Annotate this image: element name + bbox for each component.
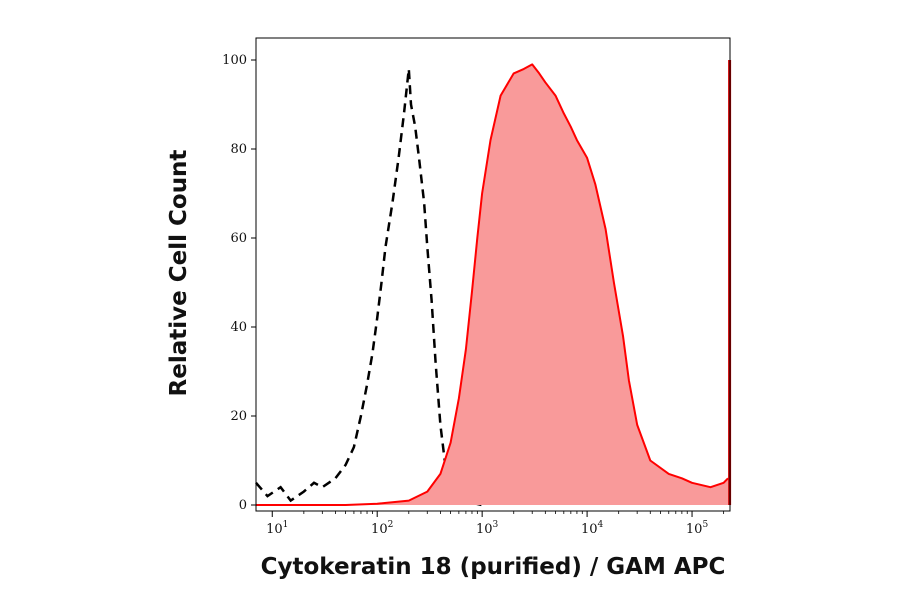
- stained-histogram-line: [256, 63, 729, 506]
- x-axis-title: Cytokeratin 18 (purified) / GAM APC: [261, 554, 726, 580]
- control-histogram-line: [255, 68, 483, 507]
- stained-histogram-fill: [256, 64, 728, 506]
- y-axis-title: Relative Cell Count: [166, 150, 192, 397]
- x-tick-label: 102: [371, 520, 393, 537]
- y-tick-label: 0: [239, 498, 247, 513]
- y-tick-label: 60: [230, 231, 247, 246]
- x-tick-label: 101: [266, 520, 288, 537]
- y-tick-label: 20: [230, 409, 247, 424]
- x-tick-label: 105: [686, 520, 709, 537]
- y-tick-label: 100: [222, 53, 247, 68]
- x-tick-label: 103: [476, 520, 499, 537]
- series-layer: [255, 60, 732, 507]
- plot-frame: [255, 37, 731, 512]
- x-tick-label: 104: [581, 520, 604, 537]
- axis-layer: 0 20 40 60 80 100 101 102 103 104 105: [222, 53, 725, 537]
- y-tick-label: 40: [230, 320, 247, 335]
- y-tick-label: 80: [230, 142, 247, 157]
